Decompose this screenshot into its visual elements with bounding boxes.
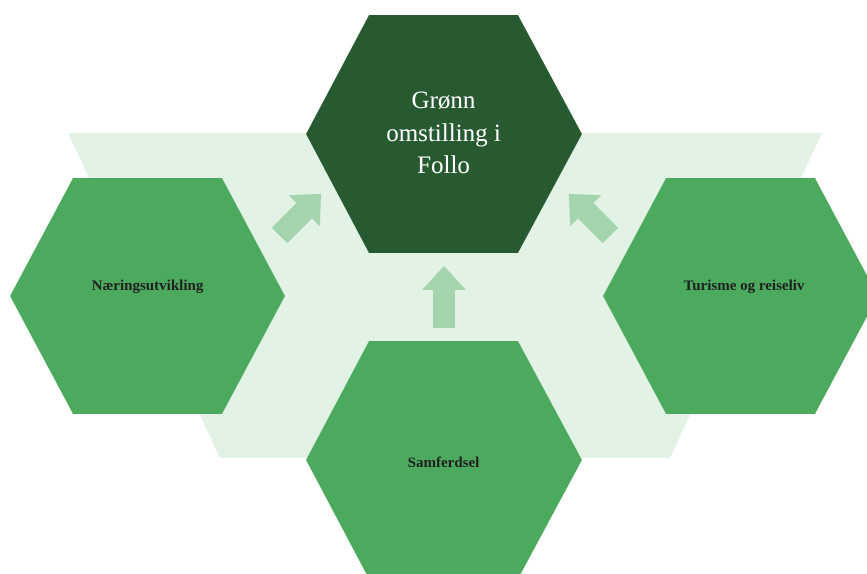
arrow-right-to-center xyxy=(568,193,619,244)
hexagon-right xyxy=(603,178,867,414)
center-title-line-3: Follo xyxy=(417,152,470,180)
center-title-line-1: Grønn xyxy=(411,87,476,115)
node-label-left: Næringsutvikling xyxy=(91,277,204,294)
arrow-bottom-to-center xyxy=(422,266,466,328)
hexagon-bottom xyxy=(306,341,582,574)
arrow-left-to-center xyxy=(271,193,322,244)
hexagon-center xyxy=(306,15,582,253)
center-title-line-2: omstilling i xyxy=(386,119,501,147)
hexagon-left xyxy=(10,178,285,414)
node-label-bottom: Samferdsel xyxy=(407,454,480,471)
node-label-right: Turisme og reiseliv xyxy=(683,277,805,294)
center-hexagon-title: Grønn omstilling i Follo xyxy=(340,40,547,228)
